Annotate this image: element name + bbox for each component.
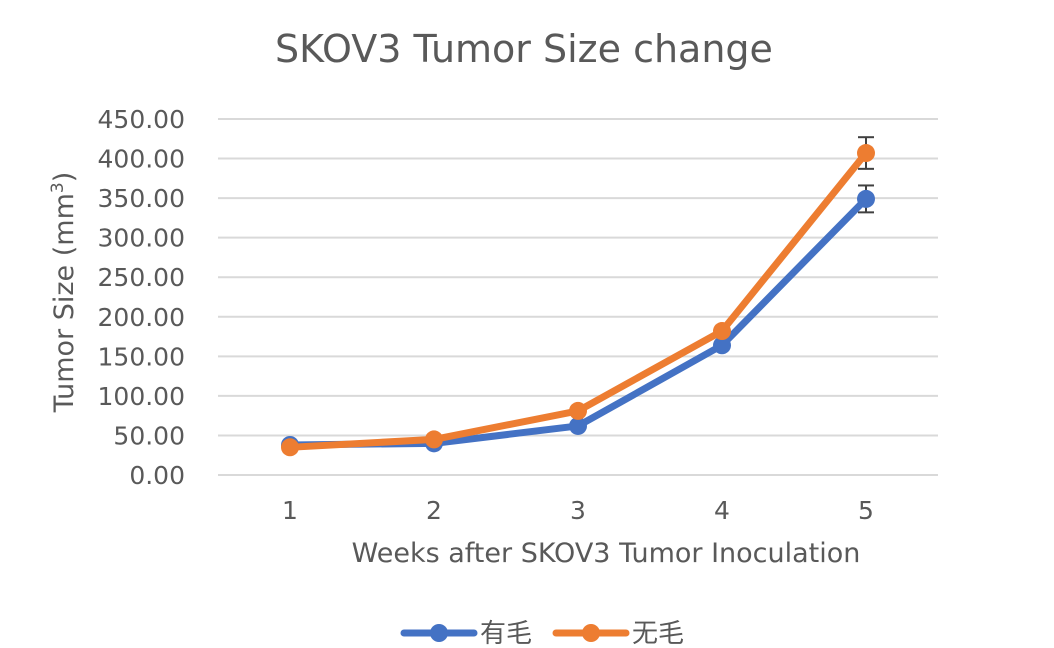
data-point [857, 189, 875, 208]
gridlines [218, 118, 938, 476]
y-tick-label: 100.00 [98, 382, 185, 411]
data-point [281, 438, 299, 457]
y-tick-label: 300.00 [98, 224, 185, 253]
y-tick-label: 0.00 [129, 461, 185, 490]
x-tick-label: 2 [426, 496, 442, 525]
x-tick-label: 1 [282, 496, 298, 525]
data-point [713, 322, 731, 341]
legend-label: 有毛 [480, 619, 532, 648]
legend: 有毛 无毛 [400, 619, 684, 648]
y-tick-label: 400.00 [98, 145, 185, 174]
data-point [713, 336, 731, 355]
legend-label: 无毛 [632, 619, 684, 648]
y-tick-label: 350.00 [98, 184, 185, 213]
legend-item-1: 有毛 [400, 619, 532, 648]
y-tick-label: 450.00 [98, 105, 185, 134]
y-axis-ticks: 0.00 50.00 100.00 150.00 200.00 250.00 300.00 3… [98, 105, 185, 490]
legend-marker [430, 624, 448, 642]
legend-item-2: 无毛 [552, 619, 684, 648]
series-2 [281, 136, 875, 457]
y-axis-title-close: ) [49, 172, 80, 183]
y-tick-label: 150.00 [98, 342, 185, 371]
y-tick-label: 200.00 [98, 303, 185, 332]
data-point [569, 401, 587, 420]
y-tick-label: 50.00 [113, 421, 185, 450]
y-axis-title-main: Tumor Size (mm [49, 193, 80, 413]
legend-marker [582, 624, 600, 642]
x-tick-label: 5 [858, 496, 874, 525]
data-point [569, 416, 587, 435]
chart-title: SKOV3 Tumor Size change [275, 27, 773, 71]
y-axis-title-sup: 3 [48, 182, 68, 193]
x-axis-ticks: 1 2 3 4 5 [282, 496, 874, 525]
series-layer [281, 136, 875, 457]
x-tick-label: 3 [570, 496, 586, 525]
x-tick-label: 4 [714, 496, 730, 525]
data-point [425, 430, 443, 449]
data-point [857, 144, 875, 163]
y-axis-title: Tumor Size (mm3) [48, 172, 80, 414]
x-axis-title: Weeks after SKOV3 Tumor Inoculation [352, 538, 861, 569]
y-tick-label: 250.00 [98, 263, 185, 292]
